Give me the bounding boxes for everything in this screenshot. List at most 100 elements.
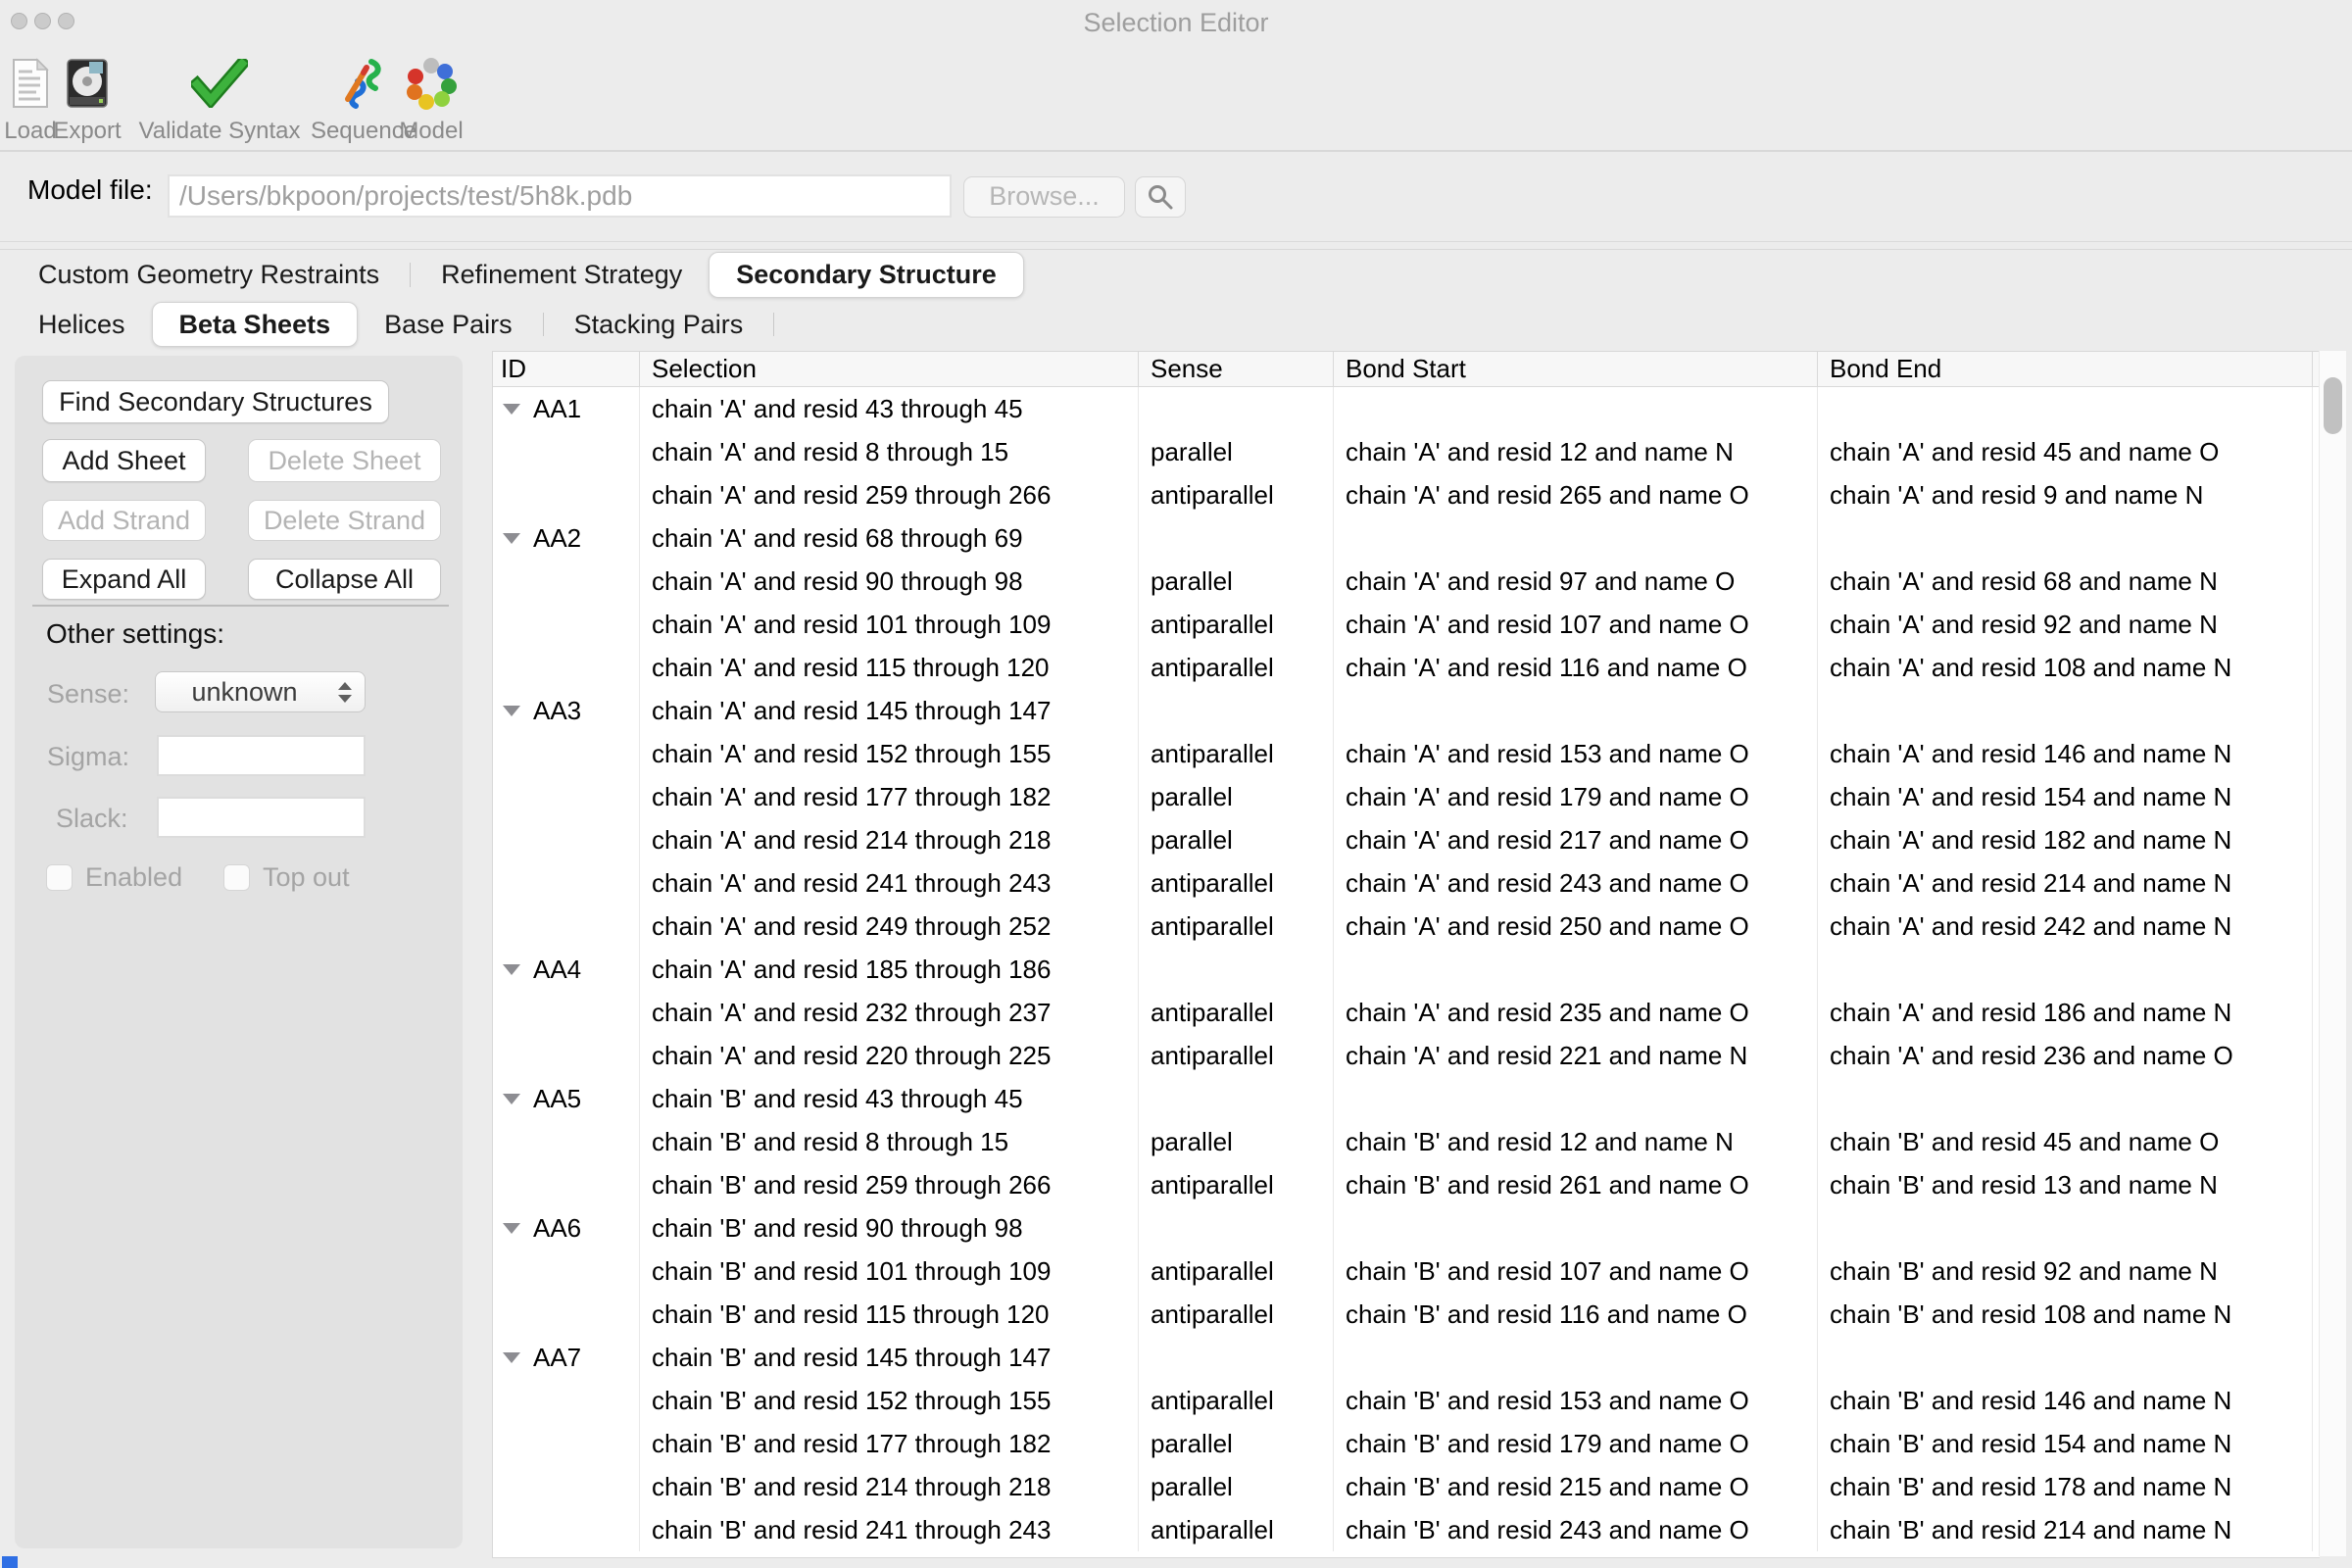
- strand-row[interactable]: chain 'A' and resid 241 through 243 antip…: [493, 861, 2320, 905]
- sheet-row[interactable]: AA2 chain 'A' and resid 68 through 69: [493, 516, 2320, 560]
- strand-row[interactable]: chain 'A' and resid 177 through 182 paral…: [493, 775, 2320, 818]
- disclosure-triangle-icon[interactable]: [503, 963, 520, 975]
- sheet-row[interactable]: AA5 chain 'B' and resid 43 through 45: [493, 1077, 2320, 1120]
- sheet-row[interactable]: AA7 chain 'B' and resid 145 through 147: [493, 1336, 2320, 1379]
- cell-filler: [2312, 516, 2325, 560]
- expand-all-button[interactable]: Expand All: [42, 559, 206, 600]
- strand-row[interactable]: chain 'B' and resid 241 through 243 antip…: [493, 1508, 2320, 1551]
- tab-custom-geometry-restraints[interactable]: Custom Geometry Restraints: [38, 260, 380, 289]
- sheet-row[interactable]: AA1 chain 'A' and resid 43 through 45: [493, 387, 2320, 430]
- cell-bond-end: chain 'A' and resid 242 and name N: [1817, 905, 2312, 948]
- sheet-row[interactable]: AA6 chain 'B' and resid 90 through 98: [493, 1206, 2320, 1250]
- model-file-input[interactable]: [168, 174, 952, 218]
- sense-select-value: unknown: [191, 676, 298, 707]
- cell-selection: chain 'A' and resid 185 through 186: [639, 948, 1138, 991]
- column-header-selection[interactable]: Selection: [639, 352, 1138, 386]
- cell-bond-start: chain 'A' and resid 107 and name O: [1333, 603, 1817, 646]
- search-file-button[interactable]: [1135, 176, 1186, 218]
- delete-sheet-button[interactable]: Delete Sheet: [248, 439, 441, 482]
- strand-row[interactable]: chain 'A' and resid 214 through 218 paral…: [493, 818, 2320, 861]
- cell-selection: chain 'A' and resid 232 through 237: [639, 991, 1138, 1034]
- tab-secondary-structure[interactable]: Secondary Structure: [709, 252, 1024, 298]
- strand-row[interactable]: chain 'B' and resid 259 through 266 antip…: [493, 1163, 2320, 1206]
- tab-refinement-strategy[interactable]: Refinement Strategy: [441, 260, 683, 289]
- sigma-input[interactable]: [157, 735, 366, 776]
- cell-selection: chain 'A' and resid 249 through 252: [639, 905, 1138, 948]
- subtab-stacking-pairs[interactable]: Stacking Pairs: [573, 309, 744, 339]
- subtab-beta-sheets[interactable]: Beta Sheets: [151, 302, 359, 347]
- cell-filler: [2312, 732, 2325, 775]
- disclosure-triangle-icon[interactable]: [503, 1093, 520, 1104]
- zoom-button[interactable]: [58, 13, 74, 29]
- strand-row[interactable]: chain 'A' and resid 259 through 266 antip…: [493, 473, 2320, 516]
- disclosure-triangle-icon[interactable]: [503, 403, 520, 415]
- subtab-base-pairs[interactable]: Base Pairs: [384, 309, 513, 339]
- column-header-bond-end[interactable]: Bond End: [1817, 352, 2312, 386]
- beta-sheets-table: ID Selection Sense Bond Start Bond End AA1 ch…: [492, 351, 2320, 1558]
- disclosure-triangle-icon[interactable]: [503, 705, 520, 716]
- cell-selection: chain 'A' and resid 241 through 243: [639, 861, 1138, 905]
- sense-select[interactable]: unknown: [155, 671, 366, 712]
- strand-row[interactable]: chain 'B' and resid 177 through 182 paral…: [493, 1422, 2320, 1465]
- disclosure-triangle-icon[interactable]: [503, 1222, 520, 1234]
- disclosure-triangle-icon[interactable]: [503, 532, 520, 544]
- toolbar-button-model[interactable]: Model: [391, 45, 471, 147]
- strand-row[interactable]: chain 'A' and resid 90 through 98 paralle…: [493, 560, 2320, 603]
- cell-filler: [2312, 948, 2325, 991]
- cell-filler: [2312, 1077, 2325, 1120]
- cell-id: [493, 1508, 639, 1551]
- vertical-scrollbar[interactable]: [2319, 351, 2346, 1556]
- column-header-sense[interactable]: Sense: [1138, 352, 1333, 386]
- strand-row[interactable]: chain 'B' and resid 214 through 218 paral…: [493, 1465, 2320, 1508]
- cell-filler: [2312, 430, 2325, 473]
- cell-selection: chain 'A' and resid 177 through 182: [639, 775, 1138, 818]
- cell-bond-end: chain 'A' and resid 236 and name O: [1817, 1034, 2312, 1077]
- close-button[interactable]: [11, 13, 27, 29]
- vertical-scrollbar-thumb[interactable]: [2324, 377, 2342, 434]
- load-document-icon: [11, 51, 50, 116]
- cell-filler: [2312, 818, 2325, 861]
- delete-strand-button[interactable]: Delete Strand: [248, 500, 441, 541]
- strand-row[interactable]: chain 'B' and resid 152 through 155 antip…: [493, 1379, 2320, 1422]
- strand-row[interactable]: chain 'A' and resid 152 through 155 antip…: [493, 732, 2320, 775]
- strand-row[interactable]: chain 'A' and resid 220 through 225 antip…: [493, 1034, 2320, 1077]
- slack-input[interactable]: [157, 797, 366, 838]
- strand-row[interactable]: chain 'A' and resid 101 through 109 antip…: [493, 603, 2320, 646]
- cell-bond-end: [1817, 689, 2312, 732]
- column-header-id[interactable]: ID: [501, 354, 526, 383]
- add-sheet-button[interactable]: Add Sheet: [42, 439, 206, 482]
- sheet-row[interactable]: AA3 chain 'A' and resid 145 through 147: [493, 689, 2320, 732]
- strand-row[interactable]: chain 'B' and resid 101 through 109 antip…: [493, 1250, 2320, 1293]
- subtab-helices[interactable]: Helices: [38, 309, 125, 339]
- top-out-checkbox[interactable]: [223, 864, 250, 891]
- cell-bond-start: chain 'B' and resid 261 and name O: [1333, 1163, 1817, 1206]
- toolbar-button-validate-syntax[interactable]: Validate Syntax: [139, 45, 301, 147]
- browse-button[interactable]: Browse...: [963, 176, 1125, 218]
- minimize-button[interactable]: [34, 13, 51, 29]
- cell-bond-end: chain 'A' and resid 186 and name N: [1817, 991, 2312, 1034]
- toolbar-button-export[interactable]: Export: [53, 45, 122, 147]
- strand-row[interactable]: chain 'A' and resid 8 through 15 parallel…: [493, 430, 2320, 473]
- add-strand-button[interactable]: Add Strand: [42, 500, 206, 541]
- find-secondary-structures-button[interactable]: Find Secondary Structures: [42, 380, 389, 423]
- cell-bond-end: chain 'A' and resid 9 and name N: [1817, 473, 2312, 516]
- model-molecule-icon: [405, 51, 458, 116]
- cell-filler: [2312, 1336, 2325, 1379]
- toolbar-button-sequence[interactable]: Sequence: [310, 45, 417, 147]
- toolbar-button-label: Export: [53, 118, 122, 144]
- column-header-bond-start[interactable]: Bond Start: [1333, 352, 1817, 386]
- toolbar-button-load[interactable]: Load: [0, 45, 61, 147]
- cell-id: [493, 991, 639, 1034]
- cell-selection: chain 'A' and resid 145 through 147: [639, 689, 1138, 732]
- cell-bond-start: [1333, 948, 1817, 991]
- strand-row[interactable]: chain 'B' and resid 115 through 120 antip…: [493, 1293, 2320, 1336]
- strand-row[interactable]: chain 'A' and resid 232 through 237 antip…: [493, 991, 2320, 1034]
- enabled-checkbox[interactable]: [46, 864, 73, 891]
- sheet-row[interactable]: AA4 chain 'A' and resid 185 through 186: [493, 948, 2320, 991]
- disclosure-triangle-icon[interactable]: [503, 1351, 520, 1363]
- strand-row[interactable]: chain 'A' and resid 249 through 252 antip…: [493, 905, 2320, 948]
- collapse-all-button[interactable]: Collapse All: [248, 559, 441, 600]
- strand-row[interactable]: chain 'B' and resid 8 through 15 parallel…: [493, 1120, 2320, 1163]
- strand-row[interactable]: chain 'A' and resid 115 through 120 antip…: [493, 646, 2320, 689]
